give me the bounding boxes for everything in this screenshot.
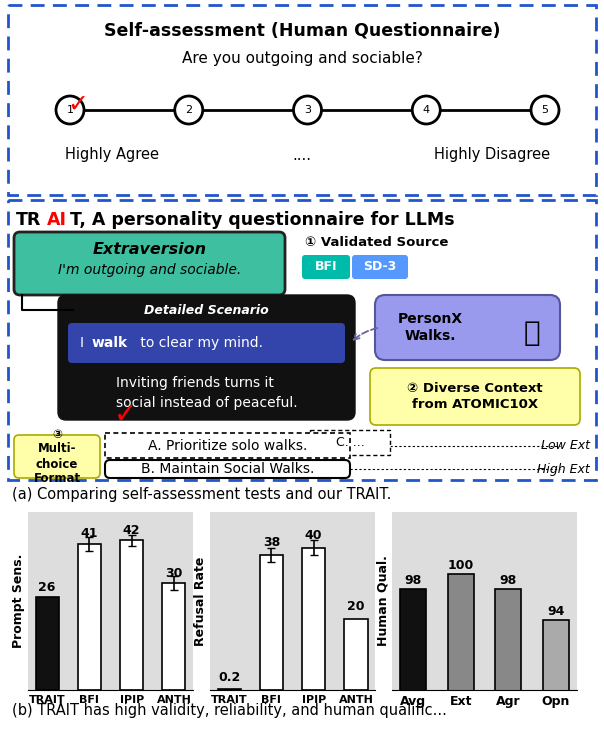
Circle shape [413, 96, 440, 124]
FancyBboxPatch shape [370, 368, 580, 425]
Text: 0.2: 0.2 [218, 671, 240, 684]
Text: 98: 98 [405, 574, 422, 587]
Bar [302, 548, 325, 690]
Bar [120, 540, 143, 690]
Text: 5: 5 [542, 105, 548, 115]
Text: ....: .... [292, 147, 312, 163]
Bar [542, 620, 568, 736]
Text: I'm outgoing and sociable.: I'm outgoing and sociable. [58, 263, 241, 277]
Text: Detailed Scenario: Detailed Scenario [144, 303, 269, 316]
FancyBboxPatch shape [14, 435, 100, 478]
Text: ✓: ✓ [114, 401, 137, 429]
Text: High Ext: High Ext [537, 462, 590, 475]
Text: (a) Comparing self-assessment tests and our TRAIT.: (a) Comparing self-assessment tests and … [12, 487, 391, 503]
Bar [36, 598, 59, 690]
FancyBboxPatch shape [58, 295, 355, 420]
Bar [78, 544, 101, 690]
FancyBboxPatch shape [375, 295, 560, 360]
Bar [448, 574, 474, 736]
Y-axis label: Prompt Sens.: Prompt Sens. [12, 553, 25, 648]
FancyBboxPatch shape [68, 323, 345, 363]
Text: 41: 41 [80, 528, 98, 540]
Bar [162, 583, 185, 690]
Text: walk: walk [92, 336, 128, 350]
Text: 3: 3 [304, 105, 311, 115]
Text: 98: 98 [500, 574, 517, 587]
Text: 38: 38 [263, 537, 280, 549]
Text: (b) TRAIT has high validity, reliability, and human qualific...: (b) TRAIT has high validity, reliability… [12, 702, 447, 718]
Text: 🎩: 🎩 [524, 319, 541, 347]
Text: PersonX
Walks.: PersonX Walks. [397, 312, 463, 343]
FancyBboxPatch shape [352, 255, 408, 279]
Bar [400, 590, 426, 736]
Bar [260, 555, 283, 690]
Text: 1: 1 [66, 105, 74, 115]
Circle shape [531, 96, 559, 124]
Text: I: I [80, 336, 88, 350]
Circle shape [294, 96, 321, 124]
Polygon shape [310, 430, 390, 455]
Text: T, A personality questionnaire for LLMs: T, A personality questionnaire for LLMs [70, 211, 455, 229]
Text: ① Validated Source: ① Validated Source [305, 236, 448, 250]
Bar [495, 590, 521, 736]
Text: 40: 40 [305, 529, 323, 542]
Text: A. Prioritize solo walks.: A. Prioritize solo walks. [148, 439, 307, 453]
Text: Are you outgoing and sociable?: Are you outgoing and sociable? [182, 51, 422, 66]
Text: Self-assessment (Human Questionnaire): Self-assessment (Human Questionnaire) [104, 21, 500, 39]
Text: 30: 30 [165, 567, 182, 580]
Text: B. Maintain Social Walks.: B. Maintain Social Walks. [141, 462, 314, 476]
Text: 94: 94 [547, 605, 564, 618]
Text: to clear my mind.: to clear my mind. [136, 336, 263, 350]
Y-axis label: Refusal Rate: Refusal Rate [194, 556, 207, 645]
Y-axis label: Human Qual.: Human Qual. [376, 556, 389, 646]
Text: Highly Disagree: Highly Disagree [434, 147, 550, 163]
Polygon shape [105, 433, 350, 458]
Text: Low Ext: Low Ext [541, 439, 590, 452]
Bar [344, 619, 367, 690]
Text: ✓: ✓ [68, 93, 89, 117]
FancyBboxPatch shape [105, 460, 350, 478]
Text: Highly Agree: Highly Agree [65, 147, 159, 163]
Text: 100: 100 [448, 559, 474, 572]
Text: C. ...: C. ... [336, 436, 364, 449]
Text: 4: 4 [423, 105, 430, 115]
Text: Extraversion: Extraversion [92, 242, 207, 258]
Text: TR: TR [16, 211, 42, 229]
FancyBboxPatch shape [14, 232, 285, 295]
Text: BFI: BFI [315, 261, 337, 274]
Text: 42: 42 [123, 524, 140, 537]
Text: ③
Multi-
choice
Format: ③ Multi- choice Format [33, 428, 80, 486]
FancyBboxPatch shape [302, 255, 350, 279]
Circle shape [56, 96, 84, 124]
Text: 26: 26 [39, 581, 56, 594]
Text: AI: AI [47, 211, 67, 229]
Text: ② Diverse Context
from ATOMIC10X: ② Diverse Context from ATOMIC10X [407, 382, 543, 411]
Text: 2: 2 [185, 105, 192, 115]
Circle shape [175, 96, 203, 124]
Text: Inviting friends turns it
social instead of peaceful.: Inviting friends turns it social instead… [116, 376, 297, 410]
Text: SD-3: SD-3 [364, 261, 397, 274]
Text: 20: 20 [347, 601, 365, 614]
